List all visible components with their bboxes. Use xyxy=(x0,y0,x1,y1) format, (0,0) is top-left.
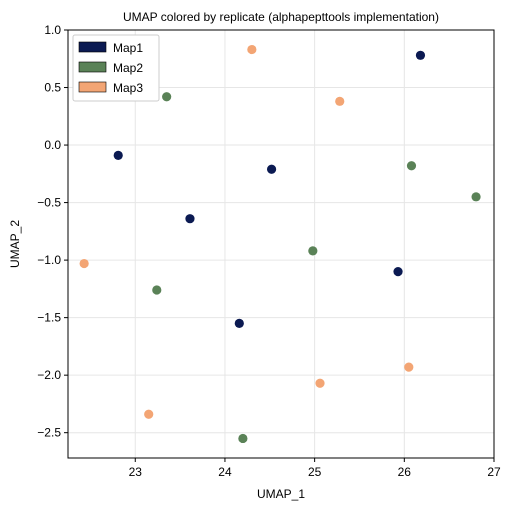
legend: Map1 Map2 Map3 xyxy=(72,34,160,102)
point-map2 xyxy=(162,92,172,102)
axis-ticks: 23 24 25 26 27 1.0 0.5 0.0 −0.5 −1.0 −1.5 −2.0 −2.5 xyxy=(37,23,501,479)
point-map1 xyxy=(113,150,123,161)
point-map3 xyxy=(247,44,257,55)
x-tick-label: 23 xyxy=(129,465,143,479)
point-map2 xyxy=(152,285,162,295)
point-map2 xyxy=(471,192,481,202)
point-map2 xyxy=(238,433,248,444)
legend-swatch-map2 xyxy=(78,61,107,73)
point-map1 xyxy=(393,267,403,277)
y-axis-label: UMAP_2 xyxy=(8,220,22,268)
y-tick-label: −0.5 xyxy=(37,196,61,210)
y-tick-label: −2.0 xyxy=(37,368,61,382)
point-map2 xyxy=(308,246,318,256)
point-map1 xyxy=(415,50,426,60)
plot-frame xyxy=(67,29,495,459)
point-map3 xyxy=(144,409,154,419)
point-map1 xyxy=(234,318,244,328)
x-tick-label: 26 xyxy=(398,465,412,479)
y-tick-label: −1.0 xyxy=(37,253,61,267)
legend-label-map3: Map3 xyxy=(113,81,143,95)
y-tick-label: −1.5 xyxy=(37,311,61,325)
point-map2 xyxy=(406,161,417,171)
legend-label-map2: Map2 xyxy=(113,61,143,75)
point-map1 xyxy=(266,164,277,174)
legend-swatch-map1 xyxy=(78,41,107,53)
y-tick-label: 0.5 xyxy=(44,81,61,95)
y-tick-label: 1.0 xyxy=(44,23,61,37)
x-axis-label: UMAP_1 xyxy=(257,487,305,501)
y-tick-label: 0.0 xyxy=(44,138,61,152)
point-map1 xyxy=(185,214,195,224)
point-map3 xyxy=(315,378,325,388)
x-tick-label: 24 xyxy=(218,465,232,479)
x-tick-label: 27 xyxy=(487,465,501,479)
point-map3 xyxy=(335,96,345,106)
point-map3 xyxy=(79,258,89,269)
x-tick-label: 25 xyxy=(308,465,322,479)
chart-title: UMAP colored by replicate (alphapepttool… xyxy=(123,10,439,24)
legend-label-map1: Map1 xyxy=(113,41,143,55)
point-map3 xyxy=(404,362,414,372)
legend-swatch-map3 xyxy=(78,81,107,93)
data-points xyxy=(79,44,481,444)
y-tick-label: −2.5 xyxy=(37,426,61,440)
